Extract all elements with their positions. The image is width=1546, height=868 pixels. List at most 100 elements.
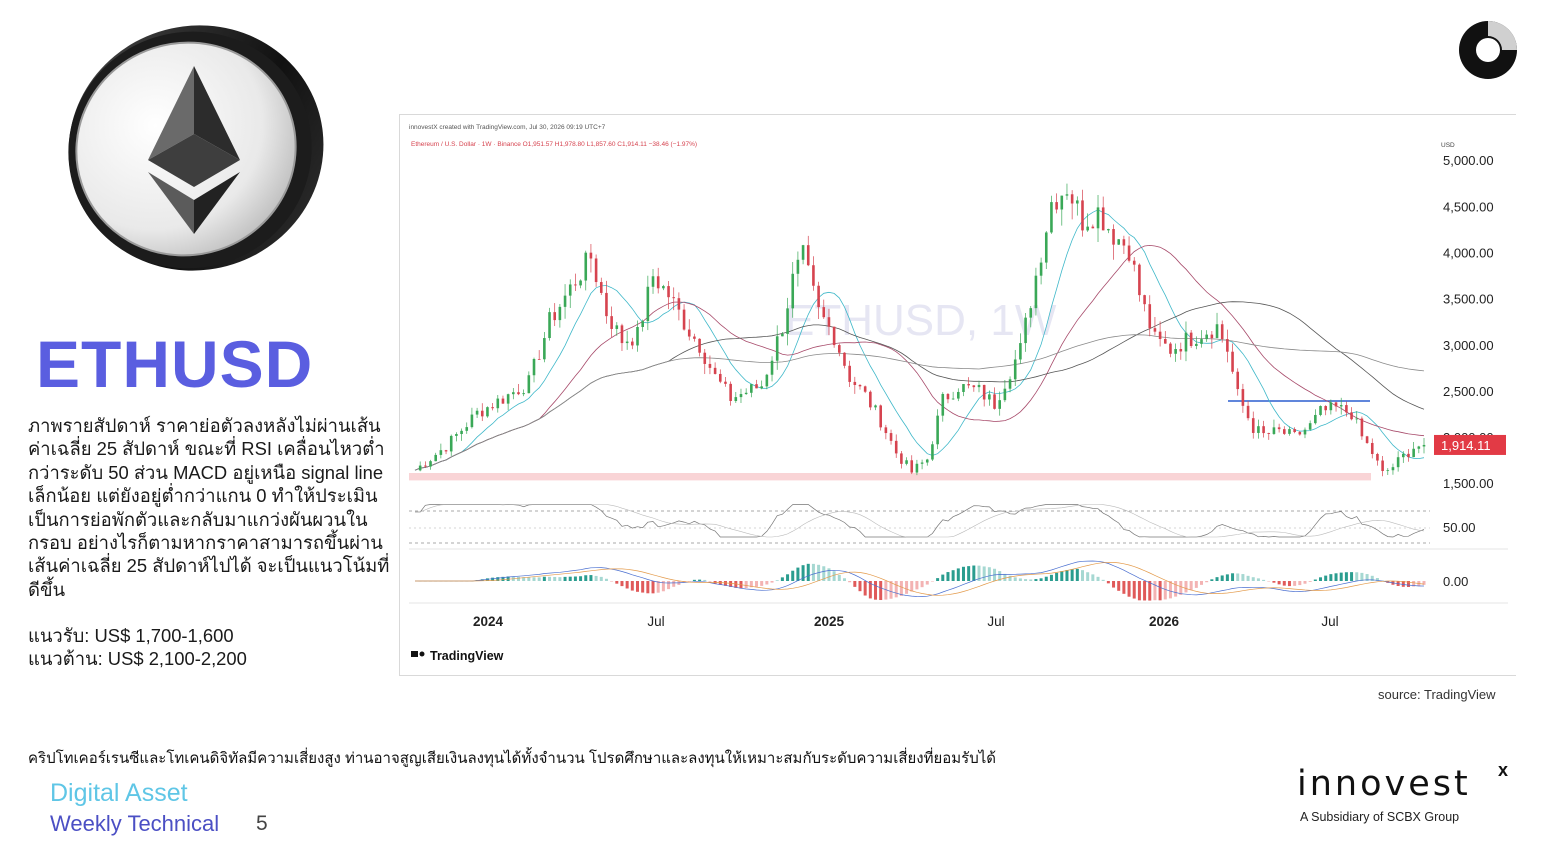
candle [1288,426,1291,436]
candle [1169,342,1172,358]
candle [1282,426,1286,436]
macd-histogram-bar [946,572,950,581]
candle [936,409,939,450]
macd-histogram-bar [1277,581,1281,585]
macd-histogram-bar [822,566,826,581]
macd-histogram-bar [1018,578,1022,581]
macd-histogram-bar [1350,572,1354,581]
candle [1195,336,1198,350]
ethereum-coin-icon [68,25,324,271]
chart-watermark: ETHUSD, 1W [785,296,1057,345]
candle [1065,183,1069,200]
candle [822,299,826,319]
candle [1107,228,1110,234]
macd-histogram-bar [786,574,790,581]
macd-histogram-bar [780,577,784,581]
candle [837,343,841,357]
candle [946,393,950,404]
macd-histogram-bar [667,581,671,590]
candle [1013,349,1017,387]
tradingview-logo: TradingView [411,649,504,663]
macd-histogram-bar [594,575,598,581]
x-tick-label: Jul [647,614,664,629]
macd-histogram-bar [765,581,769,585]
candle [480,403,484,422]
macd-histogram-bar [744,581,748,589]
resistance-level: แนวต้าน: US$ 2,100-2,200 [28,648,247,670]
candle [486,406,489,418]
candle [765,373,769,390]
candle [1251,411,1255,439]
macd-histogram-bar [755,581,759,587]
last-price-badge [1434,434,1506,455]
macd-histogram-bar [553,576,557,581]
candle [672,287,676,311]
candle [1076,196,1079,216]
y-tick-label: 5,000.00 [1443,153,1494,168]
candle [1417,445,1421,454]
candle [615,322,619,336]
candle [1081,189,1084,237]
macd-histogram-bar [1355,572,1359,581]
candle [558,303,562,328]
chart-source: source: TradingView [1378,687,1496,702]
macd-histogram-bar [1282,581,1286,586]
candle [1345,401,1348,417]
candle [455,432,458,442]
macd-histogram-bar [1148,581,1152,601]
candle [553,303,557,327]
candle [806,235,810,267]
macd-histogram-bar [1060,571,1064,581]
candle [843,352,846,369]
macd-histogram-bar [749,581,753,588]
macd-histogram-bar [1112,581,1116,588]
y-axis-unit: USD [1441,142,1455,149]
y-tick-label: 1,500.00 [1443,476,1494,491]
candle [1148,295,1152,337]
candle [1143,294,1146,312]
candle [1189,329,1193,348]
ma-25-line [414,244,1425,471]
macd-histogram-bar [615,581,619,584]
macd-histogram-bar [1205,581,1209,583]
candle [449,434,453,456]
candle [1334,401,1338,412]
macd-histogram-bar [1412,581,1416,587]
candle [915,459,919,476]
candle [894,434,898,458]
candle [718,369,722,384]
candle [424,461,427,468]
macd-histogram-bar [537,577,541,581]
candle [1303,427,1307,439]
candle [941,392,945,422]
macd-histogram-bar [1329,574,1333,581]
candle [656,267,660,294]
candle [853,376,857,394]
candle [1267,432,1271,440]
candle [1003,380,1007,403]
macd-histogram-bar [708,581,712,582]
macd-histogram-bar [910,581,914,592]
analysis-description: ภาพรายสัปดาห์ ราคาย่อตัวลงหลังไม่ผ่านเส้… [28,414,390,601]
candle [1396,451,1400,472]
candle [931,441,934,461]
macd-histogram-bar [496,577,500,581]
macd-histogram-bar [977,565,981,581]
candle [1350,407,1353,421]
candle [543,331,546,363]
macd-histogram-bar [961,566,965,581]
macd-histogram-bar [1008,575,1012,581]
macd-histogram-bar [1189,581,1193,591]
macd-histogram-bar [879,581,883,601]
candle [1086,213,1089,232]
candle [1324,405,1327,416]
brand-name: innovest [1297,764,1471,804]
macd-histogram-bar [775,580,779,581]
candle [848,360,851,388]
macd-histogram-bar [1055,572,1059,581]
candle [988,390,991,406]
macd-histogram-bar [894,581,898,598]
candle [522,389,525,397]
candle [631,337,634,350]
candle [744,388,748,395]
